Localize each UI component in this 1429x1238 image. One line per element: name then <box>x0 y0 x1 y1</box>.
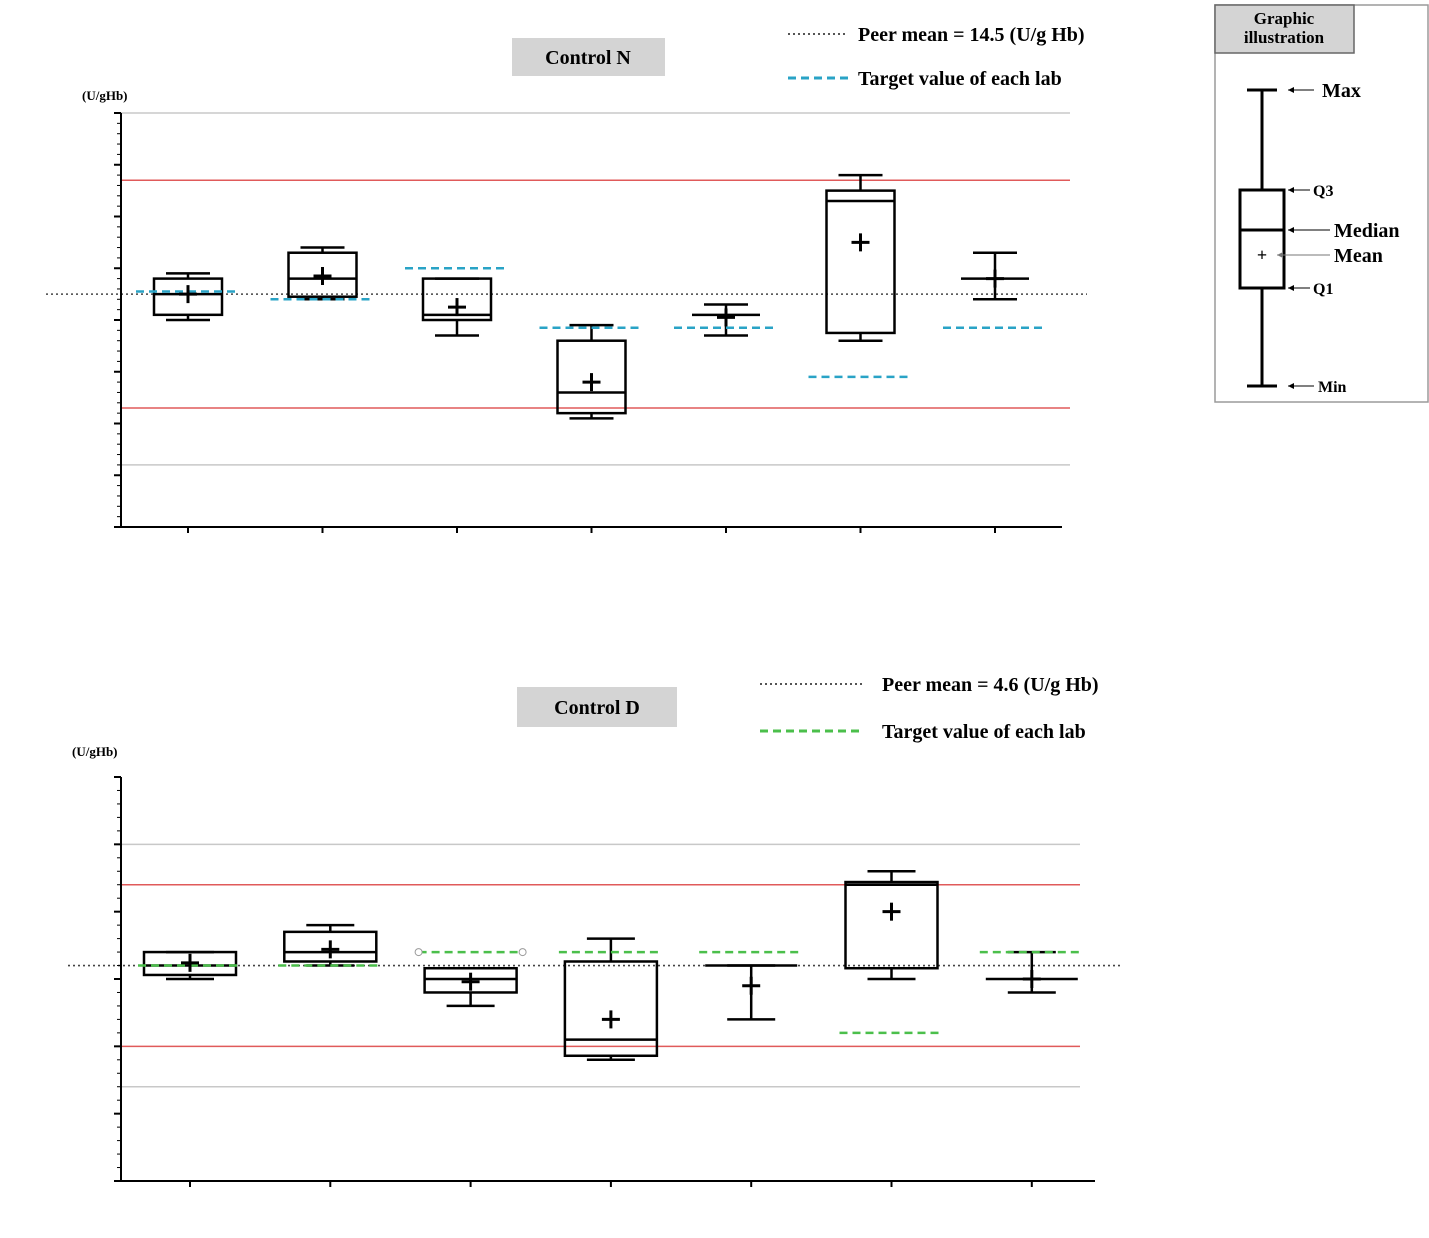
target-endpoint <box>414 948 423 957</box>
plot-area <box>46 112 1087 533</box>
box <box>563 960 659 1058</box>
arrow-median-head <box>1288 227 1294 233</box>
box <box>421 277 493 322</box>
chart-title: Control N <box>545 47 631 69</box>
graphic-illustration: Graphic illustration + Max Q3 Median Mea… <box>1214 4 1429 403</box>
arrow-q1-head <box>1288 285 1294 291</box>
box <box>142 950 238 977</box>
y-unit-label: (U/gHb) <box>72 744 118 759</box>
label-q1: Q1 <box>1313 281 1333 298</box>
legend-target-label: Target value of each lab <box>858 68 1062 90</box>
illustration-mean-marker: + <box>1257 245 1267 265</box>
label-max: Max <box>1322 80 1361 102</box>
arrow-mean-head <box>1277 252 1283 258</box>
arrow-q3-head <box>1288 187 1294 193</box>
y-unit-label: (U/gHb) <box>82 88 128 103</box>
chart-title-box <box>512 38 665 76</box>
box <box>556 339 627 415</box>
illustration-title-line1: Graphic <box>1254 9 1315 28</box>
box <box>283 930 378 963</box>
control-n-panel: Control N Peer mean = 14.5 (U/g Hb) Targ… <box>46 24 1087 533</box>
arrow-min-head <box>1288 383 1294 389</box>
legend-target-label: Target value of each lab <box>882 721 1086 743</box>
control-d-panel: Control D Peer mean = 4.6 (U/g Hb) Targe… <box>68 674 1120 1187</box>
illustration-title-box <box>1214 4 1355 54</box>
plot-area <box>68 776 1120 1187</box>
arrow-max-head <box>1288 87 1294 93</box>
legend-peer-mean-label: Peer mean = 4.6 (U/g Hb) <box>882 674 1099 696</box>
box <box>844 880 939 970</box>
chart-title: Control D <box>554 697 640 719</box>
illustration-title-line2: illustration <box>1244 28 1325 47</box>
chart-title-box <box>517 687 677 727</box>
legend-peer-mean-label: Peer mean = 14.5 (U/g Hb) <box>858 24 1085 46</box>
label-mean: Mean <box>1334 245 1383 267</box>
label-min: Min <box>1318 379 1347 396</box>
box <box>152 277 224 317</box>
label-median: Median <box>1334 220 1400 242</box>
illustration-box <box>1238 188 1286 290</box>
box <box>825 189 896 335</box>
box <box>423 966 518 994</box>
target-endpoint <box>518 948 527 957</box>
box <box>287 251 358 298</box>
label-q3: Q3 <box>1313 183 1333 200</box>
